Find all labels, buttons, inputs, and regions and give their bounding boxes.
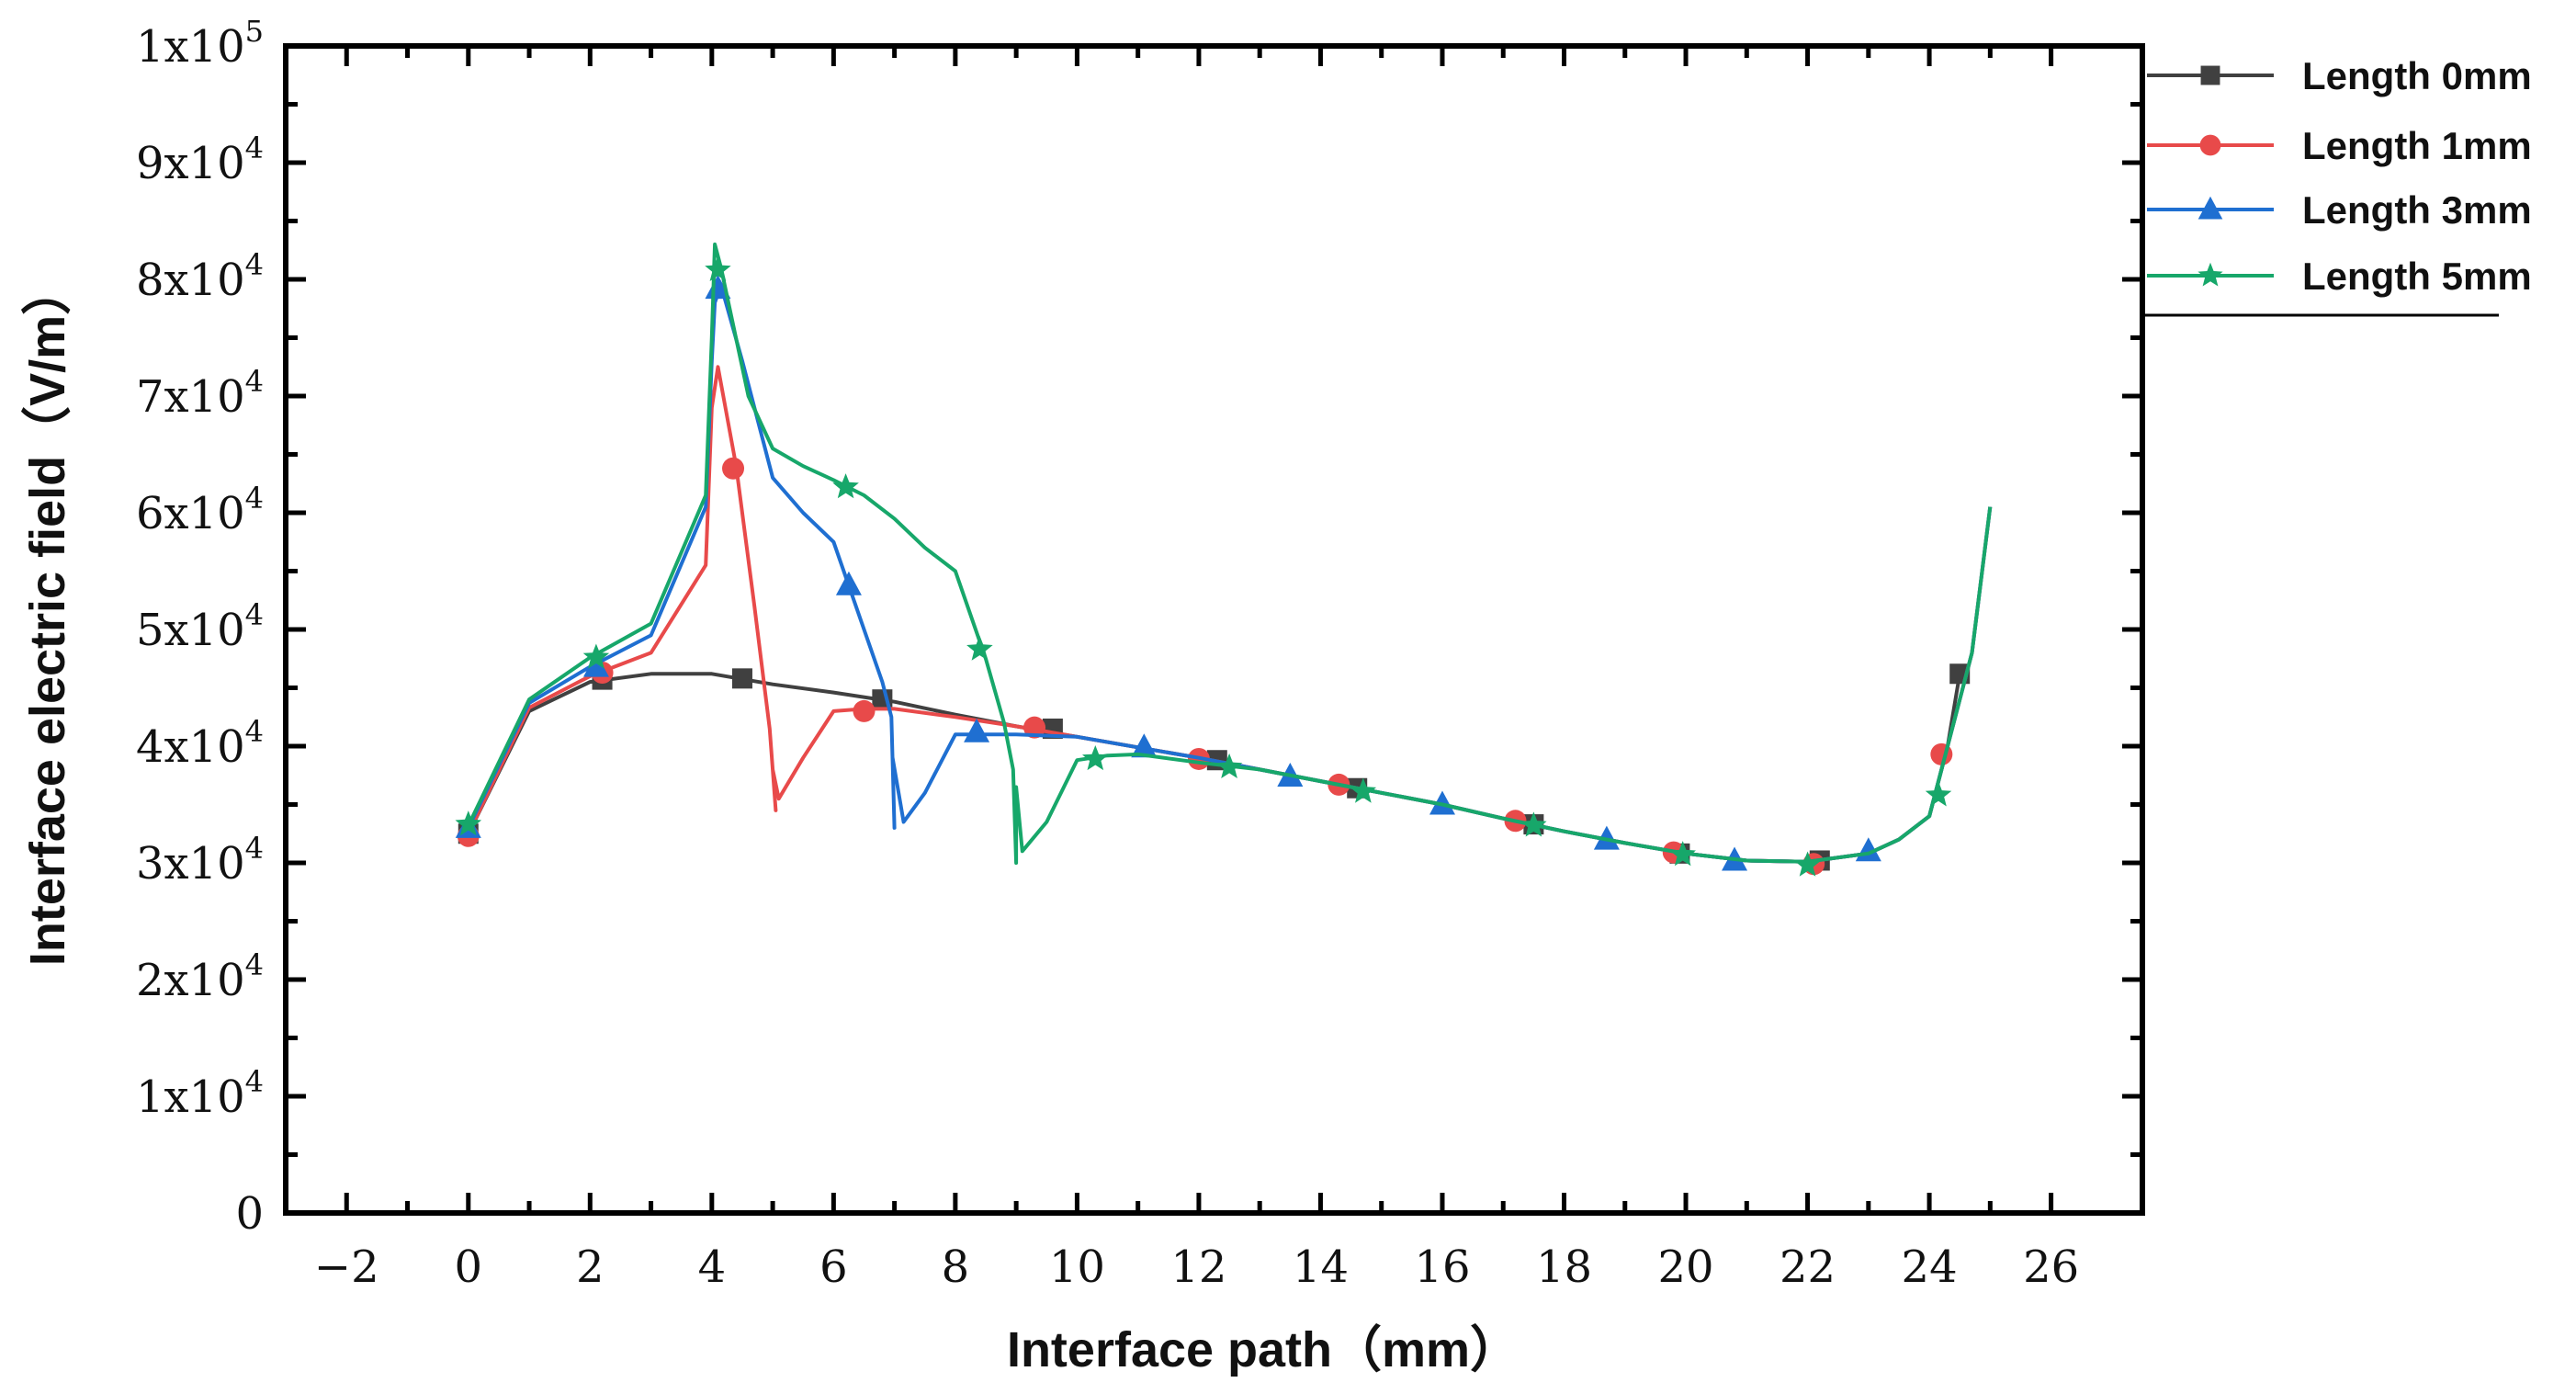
y-tick-label: 1x104 bbox=[136, 1064, 264, 1123]
series-2 bbox=[455, 275, 1993, 871]
data-point bbox=[455, 810, 482, 836]
legend: Length 0mm Length 1mm Length 3mm Length 5mm bbox=[2147, 54, 2532, 298]
data-point bbox=[582, 643, 610, 669]
x-tick-label: 24 bbox=[1902, 1241, 1958, 1293]
data-point bbox=[1350, 777, 1377, 803]
x-tick-label: 14 bbox=[1293, 1241, 1349, 1293]
legend-swatch-marker bbox=[2198, 262, 2223, 287]
x-tick-label: −2 bbox=[314, 1241, 379, 1293]
y-tick-label: 9x104 bbox=[136, 130, 264, 189]
y-axis-ticks: 0 1x104 2x104 3x104 4x104 5x104 6x104 7x104 8x10… bbox=[136, 14, 2142, 1240]
data-point bbox=[1023, 716, 1046, 739]
data-point bbox=[964, 718, 990, 742]
y-tick-label: 1x105 bbox=[136, 14, 264, 73]
data-point bbox=[731, 668, 752, 689]
data-point bbox=[722, 457, 745, 480]
series-layer bbox=[455, 242, 1993, 877]
y-tick-label: 4x104 bbox=[136, 714, 264, 773]
x-tick-label: 0 bbox=[455, 1241, 483, 1293]
data-point bbox=[582, 652, 609, 677]
data-point bbox=[832, 473, 859, 499]
data-point bbox=[966, 635, 993, 661]
series-3 bbox=[455, 242, 1993, 877]
data-point bbox=[853, 699, 876, 722]
x-axis-ticks: −2 0 2 4 6 8 10 12 14 16 18 20 22 24 26 bbox=[314, 46, 2079, 1293]
data-point bbox=[1082, 745, 1109, 771]
x-tick-label: 22 bbox=[1779, 1241, 1836, 1293]
legend-item: Length 0mm bbox=[2147, 54, 2532, 97]
x-tick-label: 6 bbox=[819, 1241, 848, 1293]
legend-swatch-marker bbox=[2198, 196, 2223, 220]
y-axis-title: Interface electric field（V/m） bbox=[20, 266, 75, 966]
x-tick-label: 18 bbox=[1536, 1241, 1592, 1293]
x-axis-title: Interface path（mm） bbox=[1007, 1322, 1520, 1377]
legend-label: Length 5mm bbox=[2302, 255, 2532, 298]
legend-swatch-marker bbox=[2199, 134, 2221, 156]
legend-label: Length 3mm bbox=[2302, 188, 2532, 232]
data-point bbox=[835, 571, 862, 595]
plot-frame bbox=[283, 43, 2145, 1216]
x-tick-label: 12 bbox=[1170, 1241, 1226, 1293]
x-tick-label: 10 bbox=[1049, 1241, 1105, 1293]
y-tick-label: 5x104 bbox=[136, 597, 264, 656]
series-line bbox=[467, 283, 1993, 864]
legend-label: Length 0mm bbox=[2302, 54, 2532, 97]
y-tick-label: 3x104 bbox=[136, 831, 264, 890]
x-tick-label: 16 bbox=[1414, 1241, 1470, 1293]
y-tick-label: 8x104 bbox=[136, 247, 264, 306]
y-tick-label: 7x104 bbox=[136, 364, 264, 423]
data-point bbox=[1215, 753, 1243, 778]
series-1 bbox=[457, 365, 1993, 876]
legend-swatch-marker bbox=[2200, 65, 2220, 85]
data-point bbox=[1131, 733, 1158, 758]
legend-label: Length 1mm bbox=[2302, 124, 2532, 167]
x-tick-label: 26 bbox=[2023, 1241, 2079, 1293]
data-point bbox=[1520, 811, 1547, 837]
x-tick-label: 8 bbox=[942, 1241, 970, 1293]
y-tick-label: 6x104 bbox=[136, 481, 264, 539]
data-point bbox=[1925, 781, 1952, 807]
series-0 bbox=[458, 663, 1971, 871]
data-point bbox=[705, 255, 731, 281]
x-tick-label: 20 bbox=[1657, 1241, 1713, 1293]
legend-item: Length 5mm bbox=[2147, 255, 2532, 298]
y-tick-label: 0 bbox=[235, 1188, 264, 1240]
data-point bbox=[1669, 841, 1696, 867]
legend-item: Length 1mm bbox=[2147, 124, 2532, 167]
data-point bbox=[1794, 851, 1821, 877]
legend-item: Length 3mm bbox=[2147, 188, 2532, 232]
y-tick-label: 2x104 bbox=[136, 947, 264, 1006]
x-tick-label: 4 bbox=[698, 1241, 727, 1293]
series-line bbox=[466, 365, 1993, 864]
x-tick-label: 2 bbox=[576, 1241, 604, 1293]
